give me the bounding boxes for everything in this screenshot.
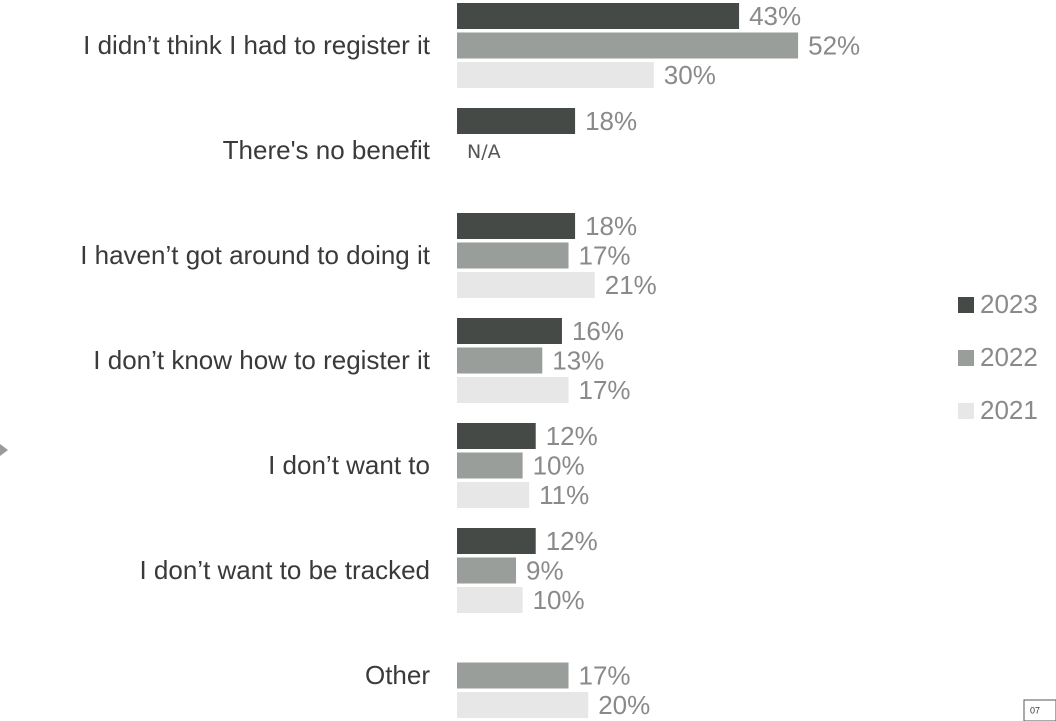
page-number: 07 xyxy=(1030,705,1040,715)
value-label: 10% xyxy=(533,450,585,480)
bar xyxy=(457,272,595,298)
value-label: 30% xyxy=(664,60,716,90)
bar xyxy=(457,482,530,508)
value-label: N/A xyxy=(467,141,501,163)
value-label: 11% xyxy=(539,480,589,510)
value-label: 12% xyxy=(546,526,598,556)
category-label: I don’t know how to register it xyxy=(93,345,430,375)
value-label: 13% xyxy=(552,345,604,375)
bar xyxy=(457,452,523,479)
bar xyxy=(457,347,543,374)
category-label: There's no benefit xyxy=(223,135,431,165)
value-label: 18% xyxy=(585,106,637,136)
bar xyxy=(457,528,536,554)
category-label: Other xyxy=(365,660,430,690)
value-label: 10% xyxy=(533,585,585,615)
bar xyxy=(457,108,576,134)
legend-label: 2021 xyxy=(980,395,1038,425)
value-label: 12% xyxy=(546,421,598,451)
bar xyxy=(457,557,517,584)
bar xyxy=(457,318,562,344)
nav-arrow xyxy=(0,444,8,456)
legend-swatch xyxy=(958,403,974,419)
value-label: 16% xyxy=(572,316,624,346)
value-label: 52% xyxy=(808,30,860,60)
value-label: 20% xyxy=(598,690,650,720)
value-label: 17% xyxy=(579,375,631,405)
category-label: I don’t want to xyxy=(268,450,430,480)
bar xyxy=(457,62,654,88)
value-label: 43% xyxy=(749,1,801,31)
bar xyxy=(457,242,569,269)
category-label: I haven’t got around to doing it xyxy=(80,240,431,270)
bar xyxy=(457,213,576,239)
value-label: 9% xyxy=(526,555,564,585)
bar xyxy=(457,3,740,29)
bar xyxy=(457,587,523,613)
value-label: 18% xyxy=(585,211,637,241)
bar xyxy=(457,32,799,59)
bar xyxy=(457,377,569,403)
page-number-box xyxy=(1023,699,1056,721)
legend-label: 2022 xyxy=(980,342,1038,372)
legend-swatch xyxy=(958,350,974,366)
bar xyxy=(457,423,536,449)
value-label: 21% xyxy=(605,270,657,300)
bar xyxy=(457,692,589,718)
legend-label: 2023 xyxy=(980,289,1038,319)
category-label: I didn’t think I had to register it xyxy=(83,30,431,60)
category-label: I don’t want to be tracked xyxy=(139,555,430,585)
legend-swatch xyxy=(958,297,974,313)
value-label: 17% xyxy=(579,660,631,690)
bar xyxy=(457,662,569,689)
value-label: 17% xyxy=(579,240,631,270)
